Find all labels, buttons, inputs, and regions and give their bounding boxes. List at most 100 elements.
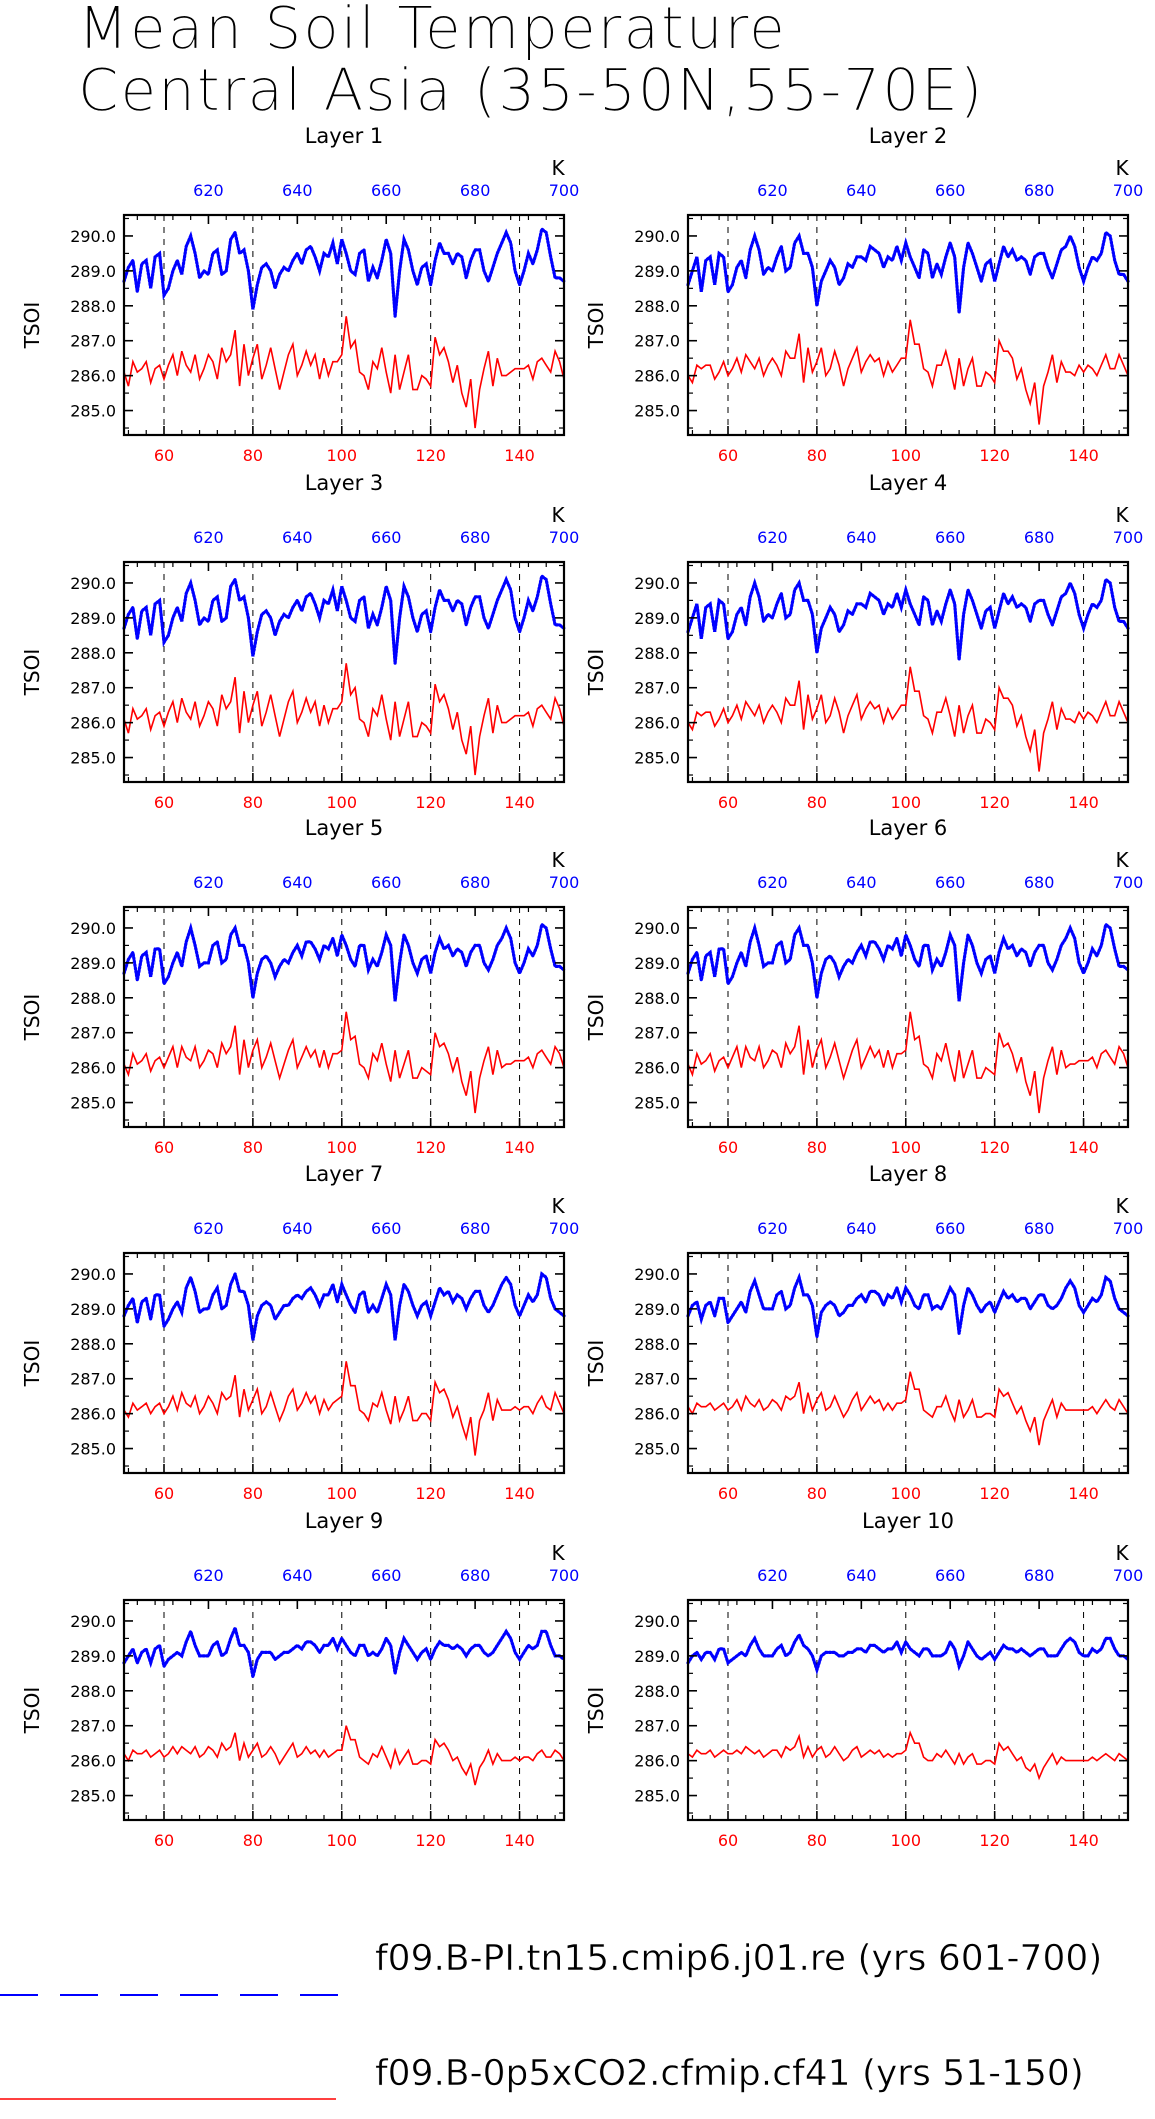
top-axis-unit-label: K bbox=[551, 848, 565, 872]
x-tick-label-top: 620 bbox=[757, 181, 788, 200]
x-tick-label-top: 640 bbox=[282, 181, 313, 200]
y-tick-label: 285.0 bbox=[634, 749, 680, 768]
x-tick-label-bottom: 100 bbox=[891, 793, 922, 812]
x-tick-label-bottom: 60 bbox=[154, 446, 174, 465]
y-tick-label: 289.0 bbox=[634, 609, 680, 628]
y-tick-label: 285.0 bbox=[634, 402, 680, 421]
series-line-blue bbox=[122, 1269, 566, 1341]
legend-label-blue: f09.B-PI.tn15.cmip6.j01.re (yrs 601-700) bbox=[375, 1938, 1103, 1980]
y-tick-label: 290.0 bbox=[634, 1612, 680, 1631]
y-axis-label: TSOI bbox=[20, 302, 44, 350]
x-tick-label-bottom: 140 bbox=[1068, 1831, 1099, 1850]
x-tick-label-bottom: 140 bbox=[1068, 793, 1099, 812]
y-tick-label: 290.0 bbox=[70, 574, 116, 593]
x-tick-label-bottom: 80 bbox=[243, 793, 263, 812]
y-tick-label: 287.0 bbox=[70, 1024, 116, 1043]
x-tick-label-top: 700 bbox=[549, 528, 580, 547]
x-tick-label-bottom: 60 bbox=[718, 1138, 738, 1157]
y-tick-label: 286.0 bbox=[634, 714, 680, 733]
y-tick-label: 289.0 bbox=[70, 1647, 116, 1666]
x-tick-label-bottom: 80 bbox=[243, 1831, 263, 1850]
x-tick-label-bottom: 100 bbox=[327, 1831, 358, 1850]
y-tick-label: 286.0 bbox=[634, 1405, 680, 1424]
x-tick-label-top: 700 bbox=[549, 873, 580, 892]
y-tick-label: 288.0 bbox=[70, 1335, 116, 1354]
x-tick-label-top: 680 bbox=[1024, 528, 1055, 547]
y-tick-label: 286.0 bbox=[70, 714, 116, 733]
x-tick-label-top: 680 bbox=[460, 1566, 491, 1585]
panel-layer-10: Layer 10 TSOI 290.0 289.0 288.0 287.0 286.0 285… bbox=[584, 1509, 1143, 1850]
plot-frame bbox=[686, 560, 1130, 784]
panel-layer-9: Layer 9 TSOI 290.0 289.0 288.0 287.0 286.0 285.… bbox=[20, 1509, 579, 1850]
plot-frame bbox=[686, 213, 1130, 437]
plot-frame bbox=[122, 1598, 566, 1822]
x-tick-label-top: 660 bbox=[371, 1219, 402, 1238]
panel-layer-7: Layer 7 TSOI 290.0 289.0 288.0 287.0 286.0 285.… bbox=[20, 1162, 579, 1503]
y-tick-label: 290.0 bbox=[70, 1265, 116, 1284]
x-tick-label-top: 660 bbox=[935, 1219, 966, 1238]
top-axis-unit-label: K bbox=[551, 503, 565, 527]
x-tick-label-bottom: 60 bbox=[154, 1138, 174, 1157]
y-tick-label: 288.0 bbox=[70, 297, 116, 316]
x-tick-label-top: 700 bbox=[549, 1566, 580, 1585]
y-tick-label: 287.0 bbox=[70, 332, 116, 351]
x-tick-label-top: 680 bbox=[460, 528, 491, 547]
x-tick-label-bottom: 120 bbox=[415, 793, 446, 812]
y-tick-label: 286.0 bbox=[634, 1059, 680, 1078]
series-line-blue bbox=[686, 229, 1130, 313]
x-tick-label-bottom: 140 bbox=[1068, 1138, 1099, 1157]
panel-title: Layer 9 bbox=[305, 1509, 384, 1533]
plot-frame bbox=[122, 905, 566, 1129]
x-tick-label-bottom: 120 bbox=[979, 793, 1010, 812]
x-tick-label-top: 640 bbox=[282, 873, 313, 892]
y-axis-label: TSOI bbox=[584, 302, 608, 350]
series-line-red bbox=[123, 1725, 565, 1786]
y-tick-label: 290.0 bbox=[70, 227, 116, 246]
y-tick-label: 287.0 bbox=[70, 679, 116, 698]
y-tick-label: 290.0 bbox=[634, 574, 680, 593]
top-axis-unit-label: K bbox=[1115, 1194, 1129, 1218]
top-axis-unit-label: K bbox=[1115, 848, 1129, 872]
y-tick-label: 286.0 bbox=[70, 1405, 116, 1424]
y-tick-label: 287.0 bbox=[634, 1024, 680, 1043]
x-tick-label-top: 660 bbox=[935, 528, 966, 547]
series-line-red bbox=[123, 316, 565, 429]
top-axis-unit-label: K bbox=[1115, 1541, 1129, 1565]
panel-layer-1: Layer 1 TSOI 290.0 289.0 288.0 287.0 286.0 285.… bbox=[20, 124, 579, 465]
x-tick-label-top: 700 bbox=[1113, 873, 1144, 892]
x-tick-label-top: 680 bbox=[1024, 181, 1055, 200]
y-tick-label: 289.0 bbox=[634, 1647, 680, 1666]
series-line-red bbox=[687, 666, 1129, 772]
x-tick-label-bottom: 100 bbox=[327, 793, 358, 812]
y-tick-label: 285.0 bbox=[634, 1094, 680, 1113]
x-tick-label-bottom: 80 bbox=[807, 793, 827, 812]
y-tick-label: 290.0 bbox=[70, 1612, 116, 1631]
y-tick-label: 289.0 bbox=[634, 1300, 680, 1319]
x-tick-label-top: 700 bbox=[1113, 1566, 1144, 1585]
series-line-blue bbox=[686, 1272, 1130, 1338]
x-tick-label-top: 640 bbox=[282, 1566, 313, 1585]
x-tick-label-bottom: 120 bbox=[415, 1138, 446, 1157]
x-tick-label-bottom: 80 bbox=[243, 1484, 263, 1503]
series-line-blue bbox=[686, 921, 1130, 1002]
y-axis-label: TSOI bbox=[20, 994, 44, 1042]
x-tick-label-bottom: 80 bbox=[807, 1138, 827, 1157]
x-tick-label-bottom: 80 bbox=[807, 446, 827, 465]
x-tick-label-top: 640 bbox=[282, 528, 313, 547]
y-tick-label: 285.0 bbox=[70, 1440, 116, 1459]
x-tick-label-top: 680 bbox=[1024, 873, 1055, 892]
x-tick-label-top: 620 bbox=[193, 528, 224, 547]
plot-frame bbox=[122, 213, 566, 437]
y-axis-label: TSOI bbox=[20, 1340, 44, 1388]
plot-frame bbox=[122, 560, 566, 784]
x-tick-label-bottom: 60 bbox=[718, 793, 738, 812]
x-tick-label-bottom: 100 bbox=[891, 1138, 922, 1157]
y-axis-label: TSOI bbox=[584, 994, 608, 1042]
x-tick-label-top: 640 bbox=[846, 528, 877, 547]
x-tick-label-top: 660 bbox=[371, 181, 402, 200]
series-line-red bbox=[687, 1371, 1129, 1446]
x-tick-label-top: 620 bbox=[757, 1566, 788, 1585]
x-tick-label-bottom: 120 bbox=[979, 1138, 1010, 1157]
y-tick-label: 286.0 bbox=[70, 367, 116, 386]
y-tick-label: 286.0 bbox=[70, 1059, 116, 1078]
